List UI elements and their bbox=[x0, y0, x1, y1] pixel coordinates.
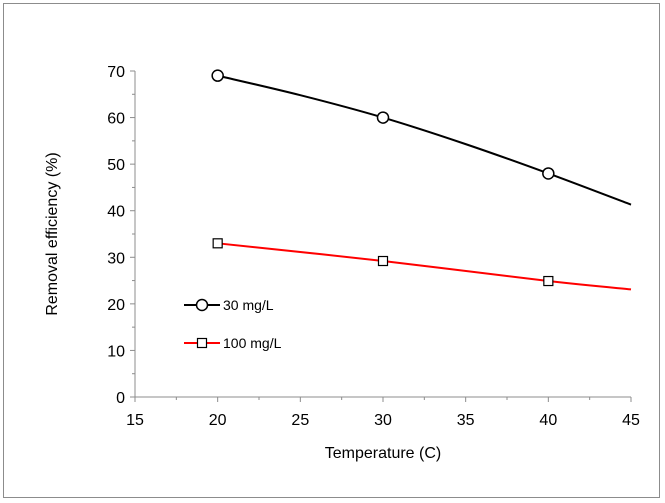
series-1 bbox=[211, 69, 632, 206]
x-tick-label: 40 bbox=[539, 412, 557, 429]
legend-label: 100 mg/L bbox=[223, 335, 282, 351]
x-tick-label: 15 bbox=[126, 412, 144, 429]
x-tick-label: 20 bbox=[209, 412, 227, 429]
axes: 0 10 20 30 40 50 60 70 15 20 25 30 35 40 45 bbox=[107, 64, 640, 429]
chart-area bbox=[3, 3, 660, 498]
x-tick-label: 35 bbox=[457, 412, 475, 429]
legend-label: 30 mg/L bbox=[223, 297, 274, 313]
y-tick-label: 50 bbox=[107, 157, 125, 174]
y-tick-label: 20 bbox=[107, 297, 125, 314]
y-axis-title: Removal efficiency (%) bbox=[44, 152, 61, 315]
legend-item: 30 mg/L bbox=[184, 297, 274, 313]
data-point bbox=[376, 111, 390, 124]
data-point bbox=[377, 255, 389, 267]
y-tick-label: 10 bbox=[107, 343, 125, 360]
legend-marker bbox=[195, 298, 209, 312]
series-line bbox=[217, 242, 632, 291]
y-tick-label: 70 bbox=[107, 64, 125, 81]
x-tick-label: 25 bbox=[291, 412, 309, 429]
x-axis-title: Temperature (C) bbox=[325, 445, 441, 462]
data-point bbox=[543, 275, 554, 287]
data-point bbox=[211, 69, 224, 82]
x-tick-label: 45 bbox=[622, 412, 640, 429]
y-tick-label: 0 bbox=[116, 390, 125, 407]
data-point bbox=[542, 167, 555, 180]
data-point bbox=[212, 238, 223, 249]
y-tick-label: 60 bbox=[107, 111, 125, 128]
series-2 bbox=[212, 238, 632, 291]
y-tick-label: 40 bbox=[107, 204, 125, 221]
legend-marker bbox=[196, 337, 208, 349]
legend-item: 100 mg/L bbox=[184, 335, 282, 351]
x-tick-label: 30 bbox=[374, 412, 392, 429]
y-tick-label: 30 bbox=[107, 250, 125, 267]
series-layer bbox=[211, 69, 632, 291]
series-line bbox=[217, 74, 632, 206]
legend: 30 mg/L 100 mg/L bbox=[184, 297, 282, 351]
